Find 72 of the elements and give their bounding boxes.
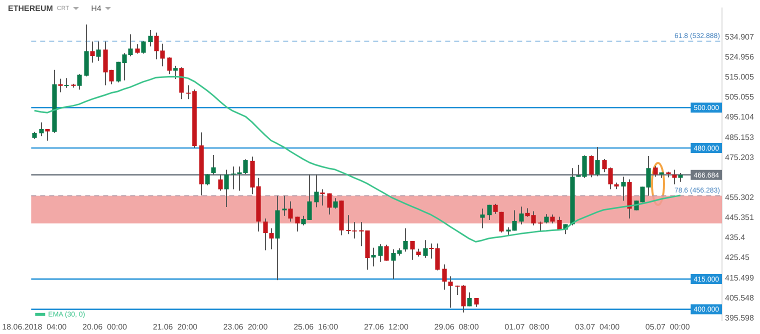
candlestick: [410, 240, 415, 260]
candlestick: [378, 244, 383, 262]
y-tick-label: 395.598: [725, 313, 754, 322]
candlestick: [467, 292, 472, 307]
candlestick: [211, 154, 216, 176]
y-tick-label: 415.499: [725, 273, 754, 282]
candlestick: [141, 40, 146, 54]
x-tick-label: 25.06 16:00: [294, 322, 339, 332]
candlestick: [403, 228, 408, 252]
candlestick: [448, 276, 453, 308]
y-tick-label: 495.104: [725, 112, 754, 122]
candlestick: [327, 192, 332, 216]
y-tick-label: 505.055: [725, 92, 754, 102]
candlestick: [621, 176, 626, 202]
candlestick: [493, 203, 498, 214]
x-tick-label: 03.07 04:00: [575, 322, 620, 332]
candlestick: [423, 240, 428, 258]
candlestick: [314, 174, 319, 208]
x-tick-label: 18.06.2018 04:00: [2, 322, 68, 332]
candlestick: [135, 44, 140, 54]
candlestick: [371, 247, 376, 267]
candlestick: [218, 174, 223, 192]
y-tick-label: 475.203: [725, 152, 754, 162]
x-tick-label: 21.06 20:00: [152, 322, 198, 332]
candlestick: [538, 221, 543, 232]
candlestick: [224, 169, 229, 208]
candlestick: [499, 211, 504, 233]
candlestick: [589, 154, 594, 178]
chart-title: ETHEREUM: [8, 4, 53, 13]
x-tick-label: 23.06 20:00: [223, 322, 268, 332]
y-tick-label: 455.302: [725, 192, 754, 202]
y-tick-label: 445.351: [725, 213, 754, 222]
x-tick-label: 20.06 00:00: [82, 322, 128, 332]
candlestick: [39, 122, 44, 137]
candlestick: [544, 214, 549, 224]
y-tick-label: 485.153: [725, 132, 754, 142]
annotation: H4: [91, 4, 102, 13]
candlestick: [384, 244, 389, 262]
y-tick-label: 515.005: [725, 72, 754, 82]
candlestick: [672, 169, 677, 185]
candlestick: [45, 128, 50, 142]
candlestick: [282, 195, 287, 216]
candlestick: [595, 146, 600, 177]
x-tick-label: 05.07 00:00: [645, 322, 690, 332]
candlestick: [148, 29, 153, 47]
x-tick-label: 01.07 08:00: [504, 322, 550, 332]
y-tick-label: 524.956: [725, 52, 754, 62]
candlestick: [77, 74, 82, 90]
candlestick: [295, 216, 300, 232]
candlestick: [480, 208, 485, 229]
candlestick: [519, 206, 524, 225]
x-tick-label: 29.06 08:00: [434, 322, 480, 332]
candlestick: [173, 65, 178, 80]
y-tick-label: 425.45: [725, 253, 750, 262]
candlestick: [269, 228, 274, 250]
candlestick: [64, 78, 69, 88]
candlestick: [167, 56, 172, 75]
x-tick-label: 27.06 12:00: [364, 322, 409, 332]
candlestick: [90, 40, 95, 64]
candlestick: [333, 198, 338, 210]
candlestick: [58, 78, 63, 93]
candlestick: [288, 200, 293, 222]
candlestick: [653, 166, 658, 178]
candlestick: [96, 40, 101, 62]
y-tick-label: 534.907: [725, 32, 754, 42]
y-tick-label: 435.4: [725, 233, 746, 242]
candlestick: [205, 174, 210, 186]
candlestick: [320, 188, 325, 206]
y-tick-label: 405.548: [725, 293, 754, 302]
candlestick: [263, 218, 268, 251]
candlestick: [487, 204, 492, 220]
candlestick: [442, 264, 447, 290]
